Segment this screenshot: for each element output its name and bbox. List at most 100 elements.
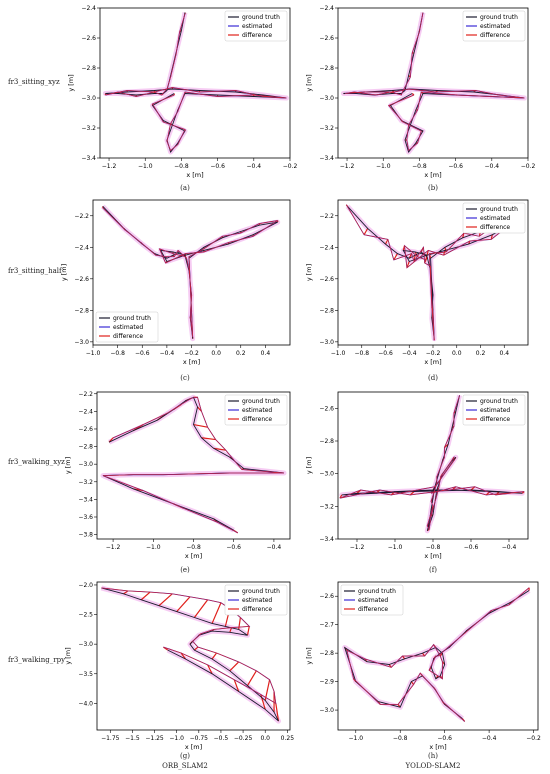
column-label-orb-slam2: ORB_SLAM2	[162, 762, 208, 770]
y-tick-label: −2.4	[81, 5, 96, 12]
x-tick-label: −0.8	[174, 163, 189, 170]
x-tick-label: −1.2	[350, 544, 365, 551]
y-axis-label: y [m]	[305, 74, 313, 91]
difference-segment	[409, 491, 415, 496]
x-tick-label: −1.25	[145, 735, 164, 742]
legend-ground-truth: ground truth	[480, 206, 518, 213]
x-tick-label: −0.4	[160, 350, 175, 357]
y-tick-label: −2.8	[319, 307, 334, 314]
legend-difference: difference	[480, 32, 510, 39]
subplot-label-e: (e)	[180, 566, 190, 574]
legend: ground truth estimated difference	[462, 10, 526, 42]
y-tick-label: −2.4	[319, 244, 334, 251]
y-tick-label: −2.6	[319, 35, 334, 42]
row-label-walking-xyz: fr3_walking_xyz	[8, 458, 65, 466]
y-tick-label: −2.2	[74, 213, 89, 220]
legend: ground truth estimated difference	[95, 311, 159, 343]
x-tick-label: 0.4	[261, 350, 271, 357]
y-tick-label: −2.2	[78, 391, 93, 398]
x-axis-label: x [m]	[424, 358, 441, 366]
x-tick-label: −0.2	[521, 163, 536, 170]
y-tick-label: −3.4	[319, 536, 334, 543]
difference-segment	[194, 646, 199, 651]
y-tick-label: −2.4	[74, 244, 89, 251]
legend-difference: difference	[242, 606, 272, 613]
legend-ground-truth: ground truth	[480, 14, 518, 21]
difference-segment	[406, 261, 410, 268]
chart-panel-f: −1.2 −1.0 −0.8 −0.6 −0.4 −2.6 −2.8 −3.0 −3.2 −3.4…	[305, 391, 529, 560]
difference-line	[345, 12, 525, 152]
difference-segment	[264, 679, 271, 701]
y-tick-label: −3.4	[78, 496, 93, 503]
legend: ground truth estimated difference	[462, 202, 526, 234]
y-axis-label: y [m]	[305, 264, 313, 281]
x-tick-label: 0.2	[236, 350, 246, 357]
x-tick-label: −0.8	[393, 735, 408, 742]
x-tick-label: −0.4	[402, 350, 417, 357]
difference-segment	[426, 250, 429, 256]
x-tick-label: −0.6	[448, 163, 463, 170]
difference-segment	[401, 655, 406, 660]
y-tick-label: −2.8	[319, 438, 334, 445]
legend-difference: difference	[358, 606, 388, 613]
y-tick-label: −3.4	[319, 155, 334, 162]
x-tick-label: −0.8	[426, 544, 441, 551]
legend-ground-truth: ground truth	[358, 588, 396, 595]
y-tick-label: −3.5	[78, 671, 93, 678]
x-tick-label: −1.0	[138, 163, 153, 170]
difference-segment	[393, 253, 398, 261]
legend-estimated: estimated	[113, 324, 143, 331]
y-tick-label: −3.8	[78, 532, 93, 539]
difference-segment	[176, 596, 191, 613]
y-tick-label: −2.9	[319, 679, 334, 686]
y-tick-label: −2.6	[81, 35, 96, 42]
x-tick-label: −0.6	[437, 735, 452, 742]
legend-estimated: estimated	[242, 23, 272, 30]
y-tick-label: −2.7	[319, 622, 334, 629]
difference-segment	[233, 679, 240, 692]
y-tick-label: −2.8	[319, 65, 334, 72]
x-tick-label: −0.6	[226, 544, 241, 551]
difference-segment	[430, 489, 434, 494]
x-tick-label: −0.4	[267, 544, 282, 551]
y-tick-label: −3.6	[78, 514, 93, 521]
legend: ground truth estimated difference	[340, 584, 404, 616]
y-tick-label: −3.2	[319, 125, 334, 132]
y-tick-label: −2.6	[319, 405, 334, 412]
difference-line	[339, 395, 525, 531]
y-tick-label: −2.8	[74, 307, 89, 314]
legend-difference: difference	[480, 224, 510, 231]
difference-segment	[211, 602, 222, 624]
x-tick-label: 0.0	[211, 350, 221, 357]
legend-difference: difference	[242, 32, 272, 39]
legend: ground truth estimated difference	[224, 584, 288, 616]
legend-difference: difference	[113, 333, 143, 340]
y-tick-label: −2.8	[319, 650, 334, 657]
legend-ground-truth: ground truth	[480, 398, 518, 405]
x-tick-label: −0.2	[426, 350, 441, 357]
legend: ground truth estimated difference	[462, 394, 526, 426]
x-tick-label: 0.2	[476, 350, 486, 357]
y-tick-label: −3.2	[81, 125, 96, 132]
row-label-sitting-xyz: fr3_sitting_xyz	[8, 78, 60, 86]
difference-segment	[421, 652, 426, 657]
chart-panel-b: −1.2 −1.0 −0.8 −0.6 −0.4 −0.2 −2.4 −2.6 −2.8 −3.0…	[305, 5, 535, 179]
difference-segment	[470, 486, 476, 491]
y-tick-label: −3.0	[319, 471, 334, 478]
difference-segment	[180, 652, 187, 660]
y-axis-label: y [m]	[64, 647, 72, 664]
x-tick-label: −1.5	[125, 735, 140, 742]
x-tick-label: 0.25	[281, 735, 295, 742]
y-tick-label: −2.6	[319, 276, 334, 283]
x-tick-label: −1.2	[102, 163, 117, 170]
difference-segment	[207, 664, 213, 675]
x-tick-label: −0.2	[184, 350, 199, 357]
subplot-label-f: (f)	[428, 566, 438, 574]
difference-segment	[229, 661, 240, 672]
y-axis-label: y [m]	[64, 457, 72, 474]
x-axis-label: x [m]	[424, 171, 441, 179]
difference-segment	[193, 599, 209, 618]
x-tick-label: −1.0	[348, 735, 363, 742]
difference-segment	[211, 652, 217, 660]
x-tick-label: −0.6	[464, 544, 479, 551]
